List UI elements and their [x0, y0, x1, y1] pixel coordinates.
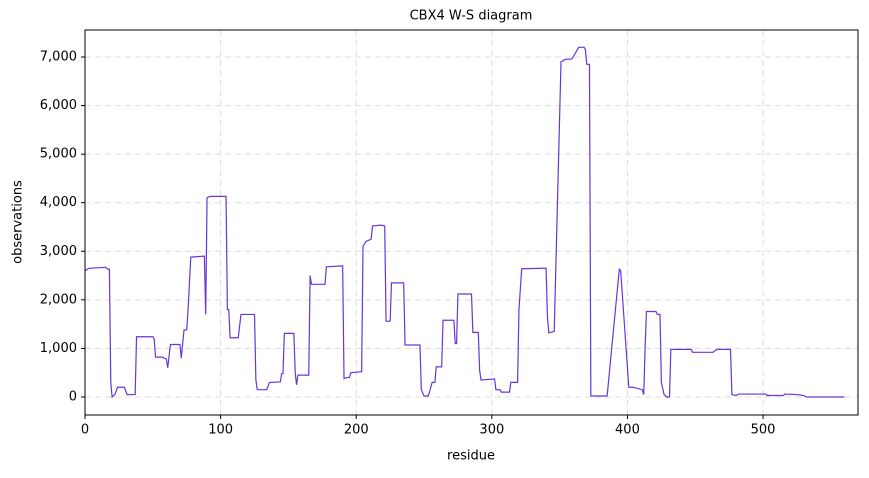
x-tick-label: 0 — [81, 423, 89, 438]
y-tick-label: 0 — [69, 389, 77, 404]
x-tick-label: 200 — [344, 423, 369, 438]
x-tick-label: 100 — [208, 423, 233, 438]
y-tick-label: 2,000 — [40, 292, 77, 307]
y-tick-label: 1,000 — [40, 341, 77, 356]
y-axis-label: observations — [11, 180, 26, 264]
x-tick-label: 500 — [751, 423, 776, 438]
y-tick-label: 7,000 — [40, 50, 77, 65]
y-tick-label: 5,000 — [40, 147, 77, 162]
y-tick-label: 6,000 — [40, 98, 77, 113]
y-tick-label: 3,000 — [40, 244, 77, 259]
plot-frame — [84, 29, 859, 416]
x-axis-label: residue — [447, 449, 495, 464]
y-tick-label: 4,000 — [40, 195, 77, 210]
x-tick-label: 400 — [615, 423, 640, 438]
chart-title: CBX4 W-S diagram — [410, 9, 533, 24]
data-line — [84, 46, 845, 399]
x-tick-label: 300 — [479, 423, 504, 438]
